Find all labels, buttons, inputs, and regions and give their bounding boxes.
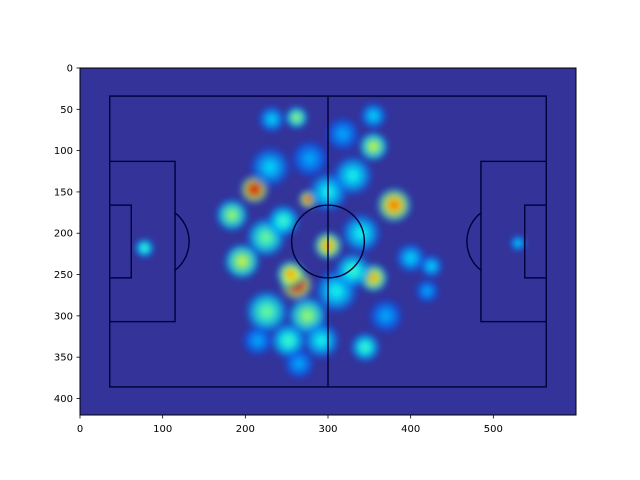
heat-spot: [324, 115, 362, 153]
y-tick-label: 400: [54, 394, 73, 405]
y-tick-label: 100: [54, 146, 73, 157]
centre-circle: [290, 204, 366, 279]
y-tick-label: 350: [54, 353, 73, 364]
heat-spot: [367, 297, 405, 335]
y-axis: 0 50 100 150 200 250 300 350 400: [54, 64, 80, 405]
x-axis: 0 100 200 300 400 500: [77, 415, 503, 435]
heat-spot: [418, 253, 445, 280]
left-penalty-arc: [174, 212, 190, 271]
right-penalty-arc: [466, 212, 482, 271]
y-tick-label: 200: [54, 229, 73, 240]
heatmap-density-layer: [133, 101, 528, 381]
heat-spot: [241, 324, 275, 358]
y-tick-label: 50: [60, 105, 73, 116]
x-tick-label: 200: [236, 424, 255, 435]
x-tick-label: 0: [77, 424, 83, 435]
y-tick-label: 0: [67, 64, 73, 75]
y-tick-label: 150: [54, 187, 73, 198]
left-goal-area: [109, 204, 132, 279]
heat-spot: [248, 145, 292, 189]
heat-spot: [265, 202, 302, 240]
pitch-markings: [109, 95, 547, 388]
heat-spot: [509, 234, 528, 253]
heat-spot: [289, 138, 330, 179]
heat-spot: [348, 330, 382, 364]
y-tick-label: 300: [54, 311, 73, 322]
heat-spot: [282, 347, 316, 381]
heat-spot: [357, 130, 390, 163]
heat-spot: [330, 153, 375, 198]
heat-spot: [332, 250, 373, 291]
heat-spot: [133, 237, 156, 260]
y-tick-label: 250: [54, 270, 73, 281]
heat-spot: [414, 278, 440, 304]
x-tick-label: 400: [401, 424, 420, 435]
heat-spot: [274, 258, 308, 291]
heat-spot: [358, 101, 389, 131]
heat-spot: [301, 320, 342, 361]
right-goal-area: [524, 204, 547, 279]
heat-spot: [339, 211, 383, 256]
heat-spot: [257, 104, 287, 134]
heat-spot: [374, 185, 415, 226]
heat-spot: [283, 104, 310, 131]
x-tick-label: 100: [153, 424, 172, 435]
x-tick-label: 300: [318, 424, 337, 435]
x-tick-label: 500: [484, 424, 503, 435]
heat-spot: [213, 196, 251, 234]
